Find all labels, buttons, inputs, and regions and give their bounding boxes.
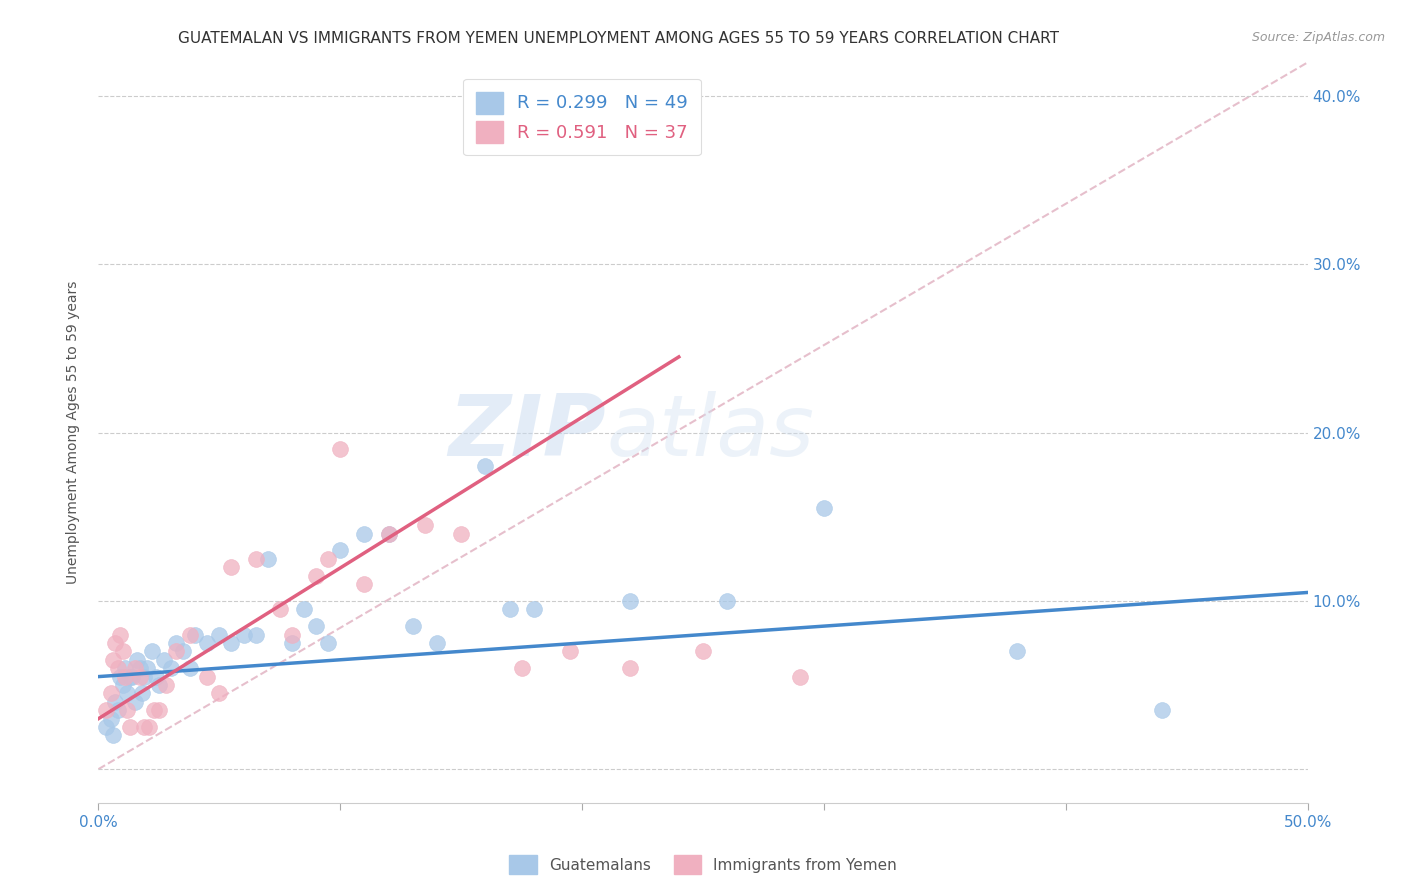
Point bbox=[104, 636, 127, 650]
Point bbox=[523, 602, 546, 616]
Point bbox=[143, 703, 166, 717]
Point bbox=[184, 627, 207, 641]
Point bbox=[165, 644, 187, 658]
Point bbox=[195, 636, 218, 650]
Text: ZIP: ZIP bbox=[449, 391, 606, 475]
Point bbox=[1152, 703, 1174, 717]
Point bbox=[450, 526, 472, 541]
Legend: Guatemalans, Immigrants from Yemen: Guatemalans, Immigrants from Yemen bbox=[503, 849, 903, 880]
Point bbox=[305, 619, 328, 633]
Point bbox=[619, 661, 641, 675]
Point bbox=[128, 670, 150, 684]
Point bbox=[128, 661, 150, 675]
Point bbox=[108, 627, 131, 641]
Point bbox=[124, 695, 146, 709]
Point bbox=[292, 602, 315, 616]
Point bbox=[117, 686, 139, 700]
Point bbox=[256, 551, 278, 566]
Point bbox=[413, 518, 436, 533]
Point bbox=[245, 551, 267, 566]
Point bbox=[281, 627, 304, 641]
Point bbox=[121, 670, 143, 684]
Point bbox=[107, 703, 129, 717]
Point bbox=[426, 636, 449, 650]
Point bbox=[101, 653, 124, 667]
Point bbox=[134, 720, 156, 734]
Text: atlas: atlas bbox=[606, 391, 814, 475]
Point bbox=[179, 627, 201, 641]
Point bbox=[118, 670, 141, 684]
Point bbox=[510, 661, 533, 675]
Point bbox=[558, 644, 581, 658]
Point bbox=[138, 720, 160, 734]
Point bbox=[94, 720, 117, 734]
Point bbox=[813, 501, 835, 516]
Point bbox=[789, 670, 811, 684]
Point bbox=[152, 653, 174, 667]
Point bbox=[100, 686, 122, 700]
Point bbox=[131, 686, 153, 700]
Point bbox=[474, 459, 496, 474]
Point bbox=[498, 602, 520, 616]
Legend: R = 0.299   N = 49, R = 0.591   N = 37: R = 0.299 N = 49, R = 0.591 N = 37 bbox=[464, 78, 700, 155]
Point bbox=[94, 703, 117, 717]
Point bbox=[329, 543, 352, 558]
Text: Source: ZipAtlas.com: Source: ZipAtlas.com bbox=[1251, 31, 1385, 45]
Point bbox=[135, 661, 157, 675]
Point bbox=[402, 619, 425, 633]
Point bbox=[692, 644, 714, 658]
Point bbox=[148, 678, 170, 692]
Point bbox=[281, 636, 304, 650]
Point bbox=[1007, 644, 1029, 658]
Point bbox=[148, 703, 170, 717]
Point bbox=[377, 526, 399, 541]
Point bbox=[104, 695, 127, 709]
Point bbox=[221, 636, 243, 650]
Point bbox=[108, 670, 131, 684]
Point bbox=[179, 661, 201, 675]
Point bbox=[155, 678, 177, 692]
Point bbox=[195, 670, 218, 684]
Point bbox=[329, 442, 352, 457]
Point bbox=[107, 661, 129, 675]
Point bbox=[316, 636, 339, 650]
Point bbox=[172, 644, 194, 658]
Point bbox=[101, 729, 124, 743]
Point bbox=[269, 602, 291, 616]
Point bbox=[353, 526, 375, 541]
Point bbox=[160, 661, 183, 675]
Point bbox=[305, 568, 328, 582]
Point bbox=[245, 627, 267, 641]
Point bbox=[165, 636, 187, 650]
Point bbox=[353, 577, 375, 591]
Point bbox=[316, 551, 339, 566]
Point bbox=[619, 594, 641, 608]
Point bbox=[232, 627, 254, 641]
Text: GUATEMALAN VS IMMIGRANTS FROM YEMEN UNEMPLOYMENT AMONG AGES 55 TO 59 YEARS CORRE: GUATEMALAN VS IMMIGRANTS FROM YEMEN UNEM… bbox=[179, 31, 1059, 46]
Point bbox=[114, 661, 136, 675]
Point bbox=[118, 720, 141, 734]
Point bbox=[221, 560, 243, 574]
Point bbox=[141, 644, 163, 658]
Point bbox=[134, 670, 156, 684]
Point bbox=[145, 670, 167, 684]
Point bbox=[124, 661, 146, 675]
Point bbox=[117, 703, 139, 717]
Point bbox=[716, 594, 738, 608]
Point bbox=[208, 686, 231, 700]
Point bbox=[208, 627, 231, 641]
Y-axis label: Unemployment Among Ages 55 to 59 years: Unemployment Among Ages 55 to 59 years bbox=[66, 281, 80, 584]
Point bbox=[114, 670, 136, 684]
Point bbox=[377, 526, 399, 541]
Point bbox=[127, 653, 149, 667]
Point bbox=[111, 678, 134, 692]
Point bbox=[100, 712, 122, 726]
Point bbox=[111, 644, 134, 658]
